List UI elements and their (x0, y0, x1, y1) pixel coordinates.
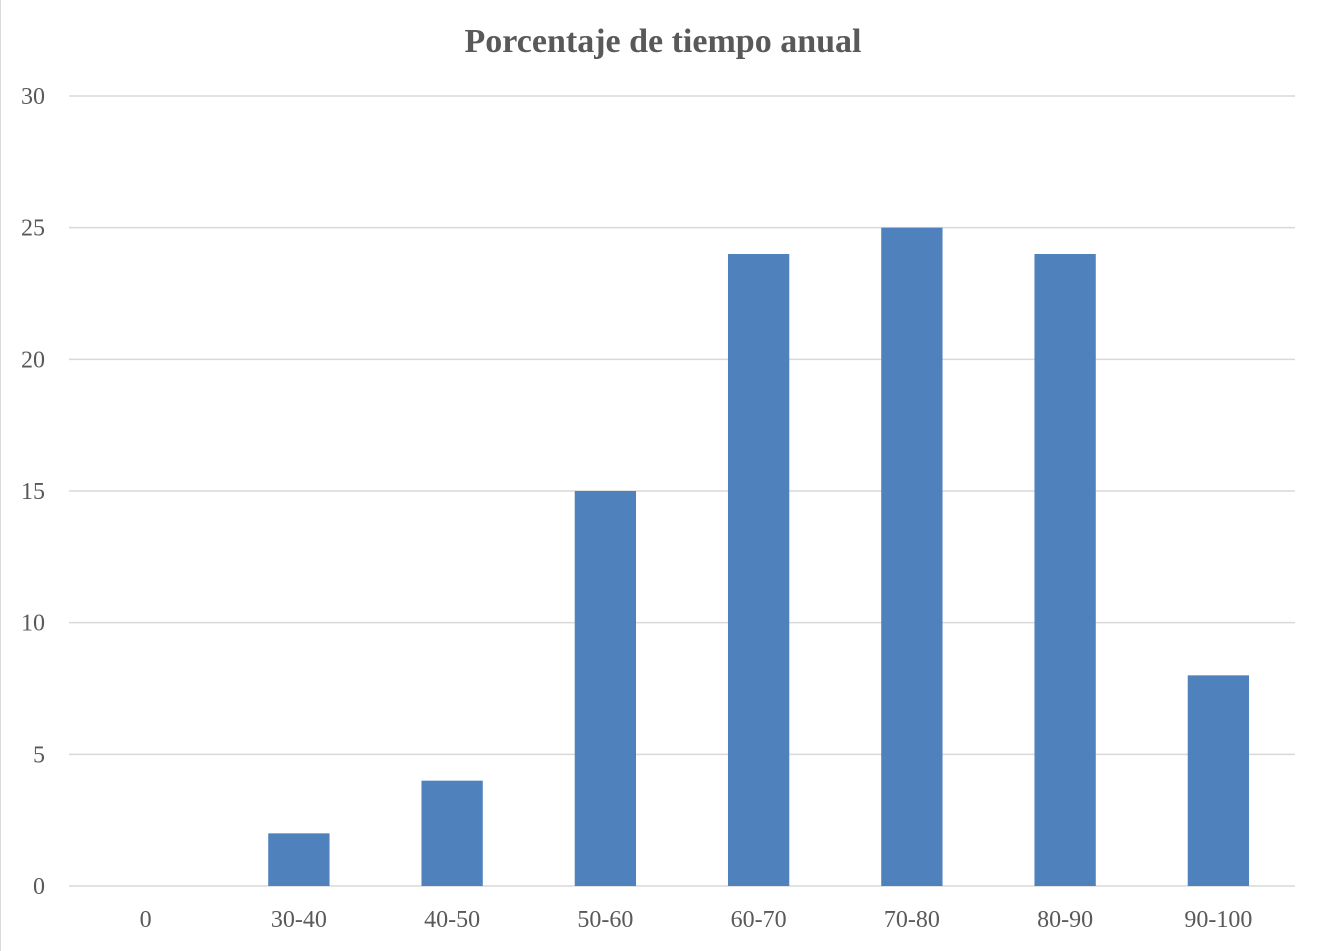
bar (1187, 675, 1250, 886)
gridlines (69, 95, 1295, 887)
bar (421, 780, 483, 886)
chart-title: Porcentaje de tiempo anual (465, 23, 862, 60)
x-tick-label: 60-70 (731, 907, 787, 933)
y-tick-label: 5 (33, 742, 45, 768)
y-tick-label: 20 (21, 347, 45, 373)
bar (1034, 254, 1096, 886)
x-tick-label: 0 (140, 907, 152, 933)
bar (268, 833, 330, 886)
x-tick-label: 40-50 (424, 907, 480, 933)
bar (727, 254, 790, 886)
bars (268, 227, 1250, 886)
bar (881, 227, 943, 886)
y-tick-label: 30 (21, 84, 45, 110)
x-tick-label: 80-90 (1037, 907, 1093, 933)
y-tick-label: 0 (33, 874, 45, 900)
y-tick-label: 15 (21, 479, 45, 505)
x-axis-tick-labels: 0 30-40 40-50 50-60 60-70 70-80 80-90 90-100 (140, 907, 1253, 933)
bar (574, 491, 637, 886)
y-axis-tick-labels: 0 5 10 15 20 25 30 (21, 84, 45, 900)
y-tick-label: 10 (21, 611, 45, 637)
x-tick-label: 30-40 (271, 907, 327, 933)
x-tick-label: 70-80 (884, 907, 940, 933)
x-tick-label: 50-60 (577, 907, 633, 933)
x-tick-label: 90-100 (1184, 907, 1252, 933)
y-tick-label: 25 (21, 216, 45, 242)
